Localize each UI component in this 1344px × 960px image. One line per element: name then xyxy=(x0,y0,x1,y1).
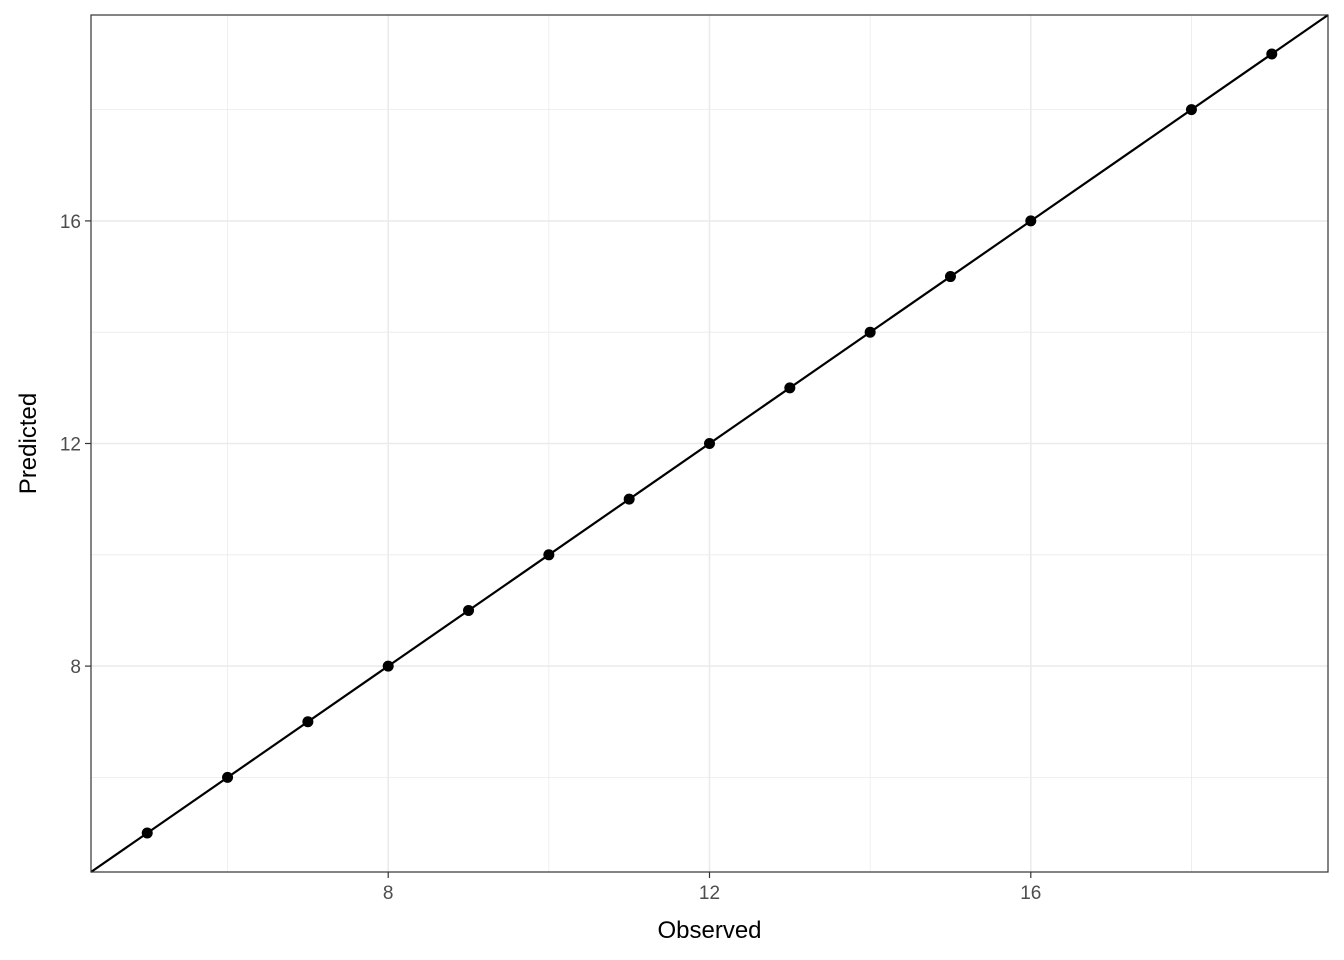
data-point xyxy=(1266,48,1278,60)
y-axis-title: Predicted xyxy=(15,393,42,494)
data-point xyxy=(623,493,635,505)
x-axis-title: Observed xyxy=(657,917,761,944)
points xyxy=(141,48,1278,839)
data-point xyxy=(944,271,956,283)
y-tick-label: 12 xyxy=(60,435,81,456)
x-axis: 8 12 16 xyxy=(383,872,1041,904)
y-tick-label: 8 xyxy=(70,657,81,678)
x-tick-label: 16 xyxy=(1020,883,1041,904)
data-point xyxy=(1185,104,1197,116)
y-axis: 8 12 16 xyxy=(60,212,91,678)
data-point xyxy=(463,604,475,616)
data-point xyxy=(222,771,234,783)
data-point xyxy=(141,827,153,839)
data-point xyxy=(704,438,715,449)
data-point xyxy=(864,326,876,338)
data-point xyxy=(784,382,796,394)
data-point xyxy=(1025,215,1037,227)
x-tick-label: 8 xyxy=(383,883,394,904)
x-tick-label: 12 xyxy=(699,883,720,904)
data-point xyxy=(382,660,394,672)
y-tick-label: 16 xyxy=(60,212,81,233)
data-point xyxy=(543,549,555,561)
data-point xyxy=(302,716,314,728)
